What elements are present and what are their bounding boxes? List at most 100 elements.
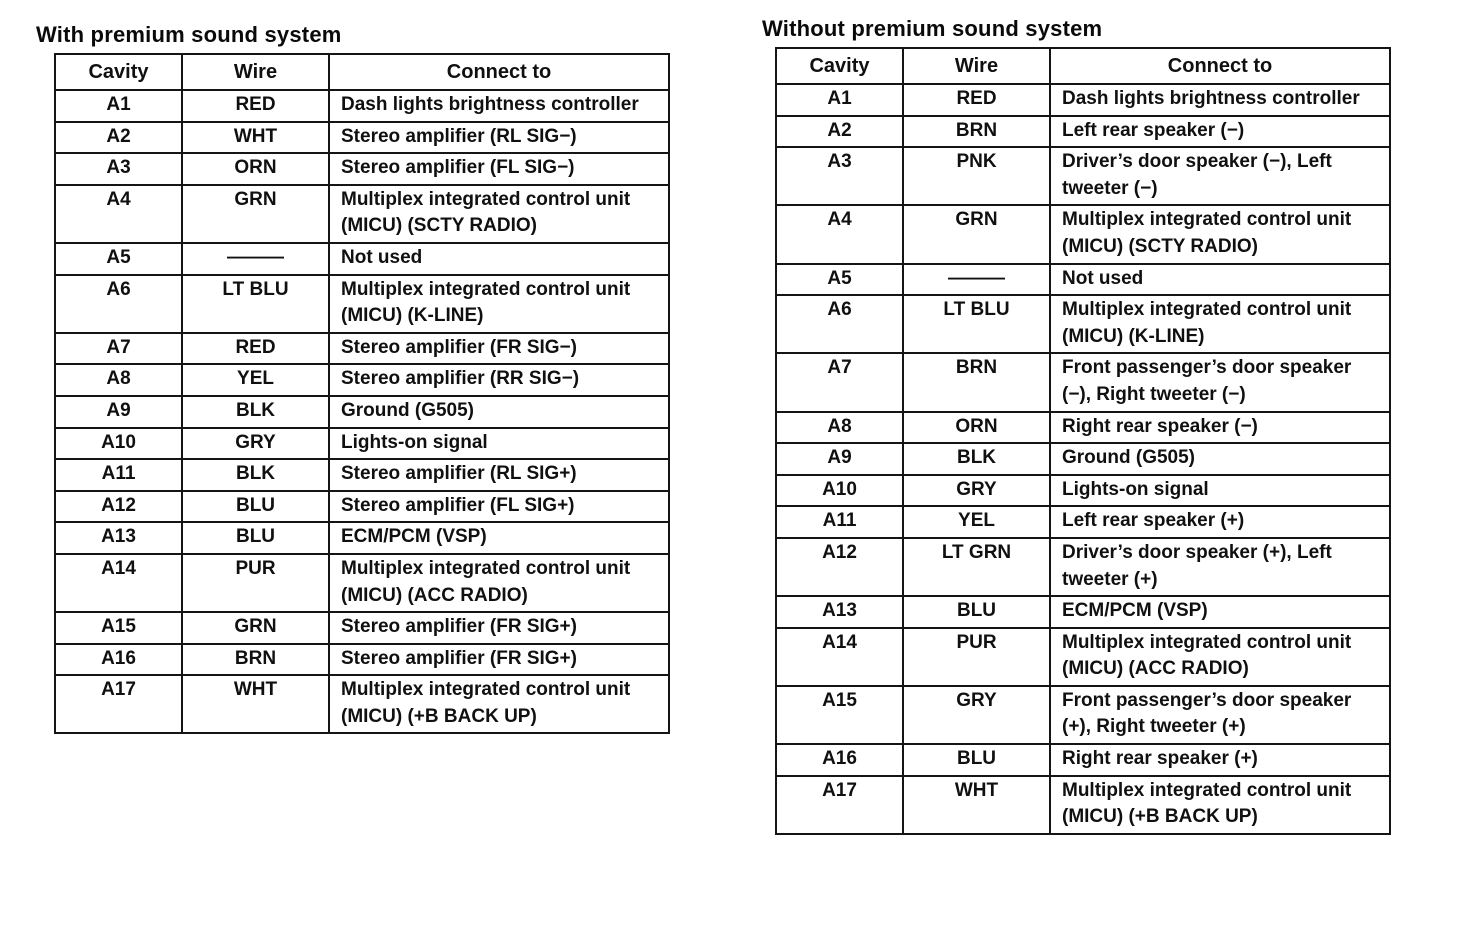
table-row: A14 PUR Multiplex integrated control unit … <box>54 552 670 614</box>
wire-cell: PNK <box>902 146 1051 207</box>
cavity-cell: A10 <box>54 426 183 461</box>
table-row: A3 PNK Driver’s door speaker (−), Left twe… <box>775 146 1391 207</box>
wire-cell: GRY <box>902 473 1051 508</box>
wire-cell: BLU <box>181 489 330 524</box>
table-row: A17 WHT Multiplex integrated control unit … <box>54 674 670 735</box>
table-row: A16 BRN Stereo amplifier (FR SIG+) <box>54 642 670 677</box>
col-header-wire: Wire <box>181 53 330 91</box>
wire-cell: LT GRN <box>902 536 1051 598</box>
table-row: A17 WHT Multiplex integrated control unit … <box>775 774 1391 835</box>
col-header-connect: Connect to <box>1049 47 1391 85</box>
cavity-cell: A12 <box>54 489 183 524</box>
table-row: A5 ——— Not used <box>54 241 670 276</box>
wire-cell: BLU <box>902 595 1051 629</box>
connect-cell: Multiplex integrated control unit (MICU)… <box>328 674 670 735</box>
table-row: A9 BLK Ground (G505) <box>775 442 1391 476</box>
table-row: A6 LT BLU Multiplex integrated control uni… <box>54 273 670 334</box>
cavity-cell: A6 <box>775 294 904 355</box>
wiring-table-with-premium: Cavity Wire Connect to A1 RED Dash lights … <box>54 53 670 735</box>
table-row: A13 BLU ECM/PCM (VSP) <box>54 521 670 555</box>
cavity-cell: A9 <box>775 442 904 476</box>
col-header-wire: Wire <box>902 47 1051 85</box>
table-row: A2 WHT Stereo amplifier (RL SIG−) <box>54 120 670 155</box>
wire-cell: WHT <box>181 674 330 735</box>
wiring-table-without-premium: Cavity Wire Connect to A1 RED Dash lights … <box>775 47 1391 835</box>
cavity-cell: A1 <box>54 89 183 123</box>
table-row: A14 PUR Multiplex integrated control unit … <box>775 626 1391 687</box>
table-row: A10 GRY Lights-on signal <box>775 473 1391 508</box>
connect-cell: Multiplex integrated control unit (MICU)… <box>328 552 670 614</box>
wire-cell: GRY <box>181 426 330 461</box>
table-title-without-premium: Without premium sound system <box>762 16 1103 41</box>
cavity-cell: A13 <box>775 595 904 629</box>
table-row: A12 BLU Stereo amplifier (FL SIG+) <box>54 489 670 524</box>
wire-cell: BLK <box>181 458 330 492</box>
cavity-cell: A8 <box>775 410 904 445</box>
connect-cell: Stereo amplifier (FR SIG+) <box>328 611 670 645</box>
wire-cell: GRN <box>902 204 1051 265</box>
connect-cell: Lights-on signal <box>328 426 670 461</box>
cavity-cell: A3 <box>775 146 904 207</box>
cavity-cell: A14 <box>54 552 183 614</box>
connect-cell: Driver’s door speaker (−), Left tweeter … <box>1049 146 1391 207</box>
connect-cell: Multiplex integrated control unit (MICU)… <box>1049 626 1391 687</box>
cavity-cell: A2 <box>775 114 904 149</box>
table-row: A5 ——— Not used <box>775 262 1391 297</box>
cavity-cell: A4 <box>775 204 904 265</box>
cavity-cell: A5 <box>54 241 183 276</box>
cavity-cell: A4 <box>54 183 183 244</box>
cavity-cell: A12 <box>775 536 904 598</box>
table-row: A7 RED Stereo amplifier (FR SIG−) <box>54 331 670 366</box>
table-row: A9 BLK Ground (G505) <box>54 394 670 429</box>
table-title-with-premium: With premium sound system <box>36 22 342 47</box>
wire-cell: WHT <box>902 774 1051 835</box>
connect-cell: Right rear speaker (+) <box>1049 743 1391 777</box>
table-row: A3 ORN Stereo amplifier (FL SIG−) <box>54 152 670 186</box>
cavity-cell: A15 <box>54 611 183 645</box>
wire-cell: ——— <box>181 241 330 276</box>
cavity-cell: A1 <box>775 83 904 117</box>
table-row: A15 GRN Stereo amplifier (FR SIG+) <box>54 611 670 645</box>
header-row: Cavity Wire Connect to <box>775 47 1391 85</box>
connect-cell: Stereo amplifier (RR SIG−) <box>328 363 670 397</box>
connect-cell: Driver’s door speaker (+), Left tweeter … <box>1049 536 1391 598</box>
connect-cell: Stereo amplifier (RL SIG+) <box>328 458 670 492</box>
wire-cell: RED <box>902 83 1051 117</box>
col-header-connect: Connect to <box>328 53 670 91</box>
table-section-with-premium: With premium sound system Cavity Wire Co… <box>36 22 670 735</box>
table-row: A11 YEL Left rear speaker (+) <box>775 505 1391 539</box>
cavity-cell: A14 <box>775 626 904 687</box>
wire-cell: LT BLU <box>181 273 330 334</box>
cavity-cell: A7 <box>775 352 904 413</box>
connect-cell: ECM/PCM (VSP) <box>1049 595 1391 629</box>
connect-cell: Multiplex integrated control unit (MICU)… <box>328 183 670 244</box>
wire-cell: YEL <box>181 363 330 397</box>
cavity-cell: A16 <box>54 642 183 677</box>
cavity-cell: A17 <box>775 774 904 835</box>
connect-cell: Not used <box>328 241 670 276</box>
connect-cell: Multiplex integrated control unit (MICU)… <box>328 273 670 334</box>
connect-cell: Stereo amplifier (FL SIG−) <box>328 152 670 186</box>
connect-cell: Stereo amplifier (FR SIG+) <box>328 642 670 677</box>
cavity-cell: A11 <box>54 458 183 492</box>
cavity-cell: A15 <box>775 684 904 746</box>
connect-cell: Dash lights brightness controller <box>328 89 670 123</box>
wire-cell: BLK <box>902 442 1051 476</box>
connect-cell: Not used <box>1049 262 1391 297</box>
cavity-cell: A8 <box>54 363 183 397</box>
table-row: A1 RED Dash lights brightness controller <box>775 83 1391 117</box>
cavity-cell: A16 <box>775 743 904 777</box>
table-row: A13 BLU ECM/PCM (VSP) <box>775 595 1391 629</box>
table-row: A15 GRY Front passenger’s door speaker (+)… <box>775 684 1391 746</box>
cavity-cell: A10 <box>775 473 904 508</box>
connect-cell: Multiplex integrated control unit (MICU)… <box>1049 204 1391 265</box>
connect-cell: ECM/PCM (VSP) <box>328 521 670 555</box>
wire-cell: BRN <box>902 352 1051 413</box>
table-body-without-premium: A1 RED Dash lights brightness controller A2… <box>775 83 1391 835</box>
connect-cell: Multiplex integrated control unit (MICU)… <box>1049 294 1391 355</box>
cavity-cell: A11 <box>775 505 904 539</box>
wire-cell: YEL <box>902 505 1051 539</box>
wire-cell: PUR <box>181 552 330 614</box>
cavity-cell: A3 <box>54 152 183 186</box>
